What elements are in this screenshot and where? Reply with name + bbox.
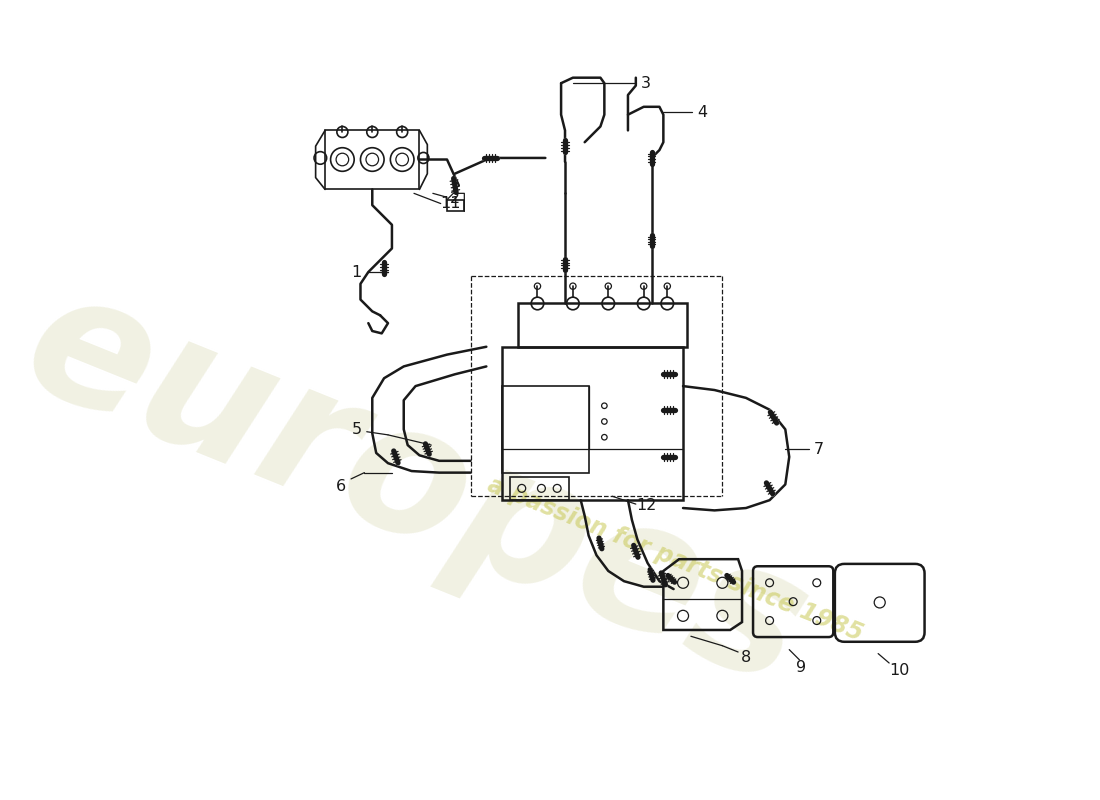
Text: 9: 9: [796, 660, 806, 675]
Text: 11: 11: [440, 196, 461, 211]
Text: 1: 1: [351, 265, 362, 279]
Bar: [502, 386, 588, 473]
Text: 2: 2: [450, 191, 460, 206]
Bar: [447, 200, 464, 211]
Bar: [502, 346, 683, 500]
Text: 5: 5: [352, 422, 362, 437]
Text: 10: 10: [889, 663, 910, 678]
Text: 7: 7: [813, 442, 824, 457]
Text: 8: 8: [740, 650, 751, 665]
Text: 6: 6: [336, 479, 345, 494]
Bar: [518, 303, 688, 346]
Bar: [510, 477, 569, 500]
Text: 3: 3: [641, 76, 651, 90]
Text: 12: 12: [636, 498, 657, 513]
Text: europes: europes: [1, 253, 830, 724]
Text: 4: 4: [697, 105, 707, 120]
Text: a passion for parts since 1985: a passion for parts since 1985: [484, 473, 867, 646]
